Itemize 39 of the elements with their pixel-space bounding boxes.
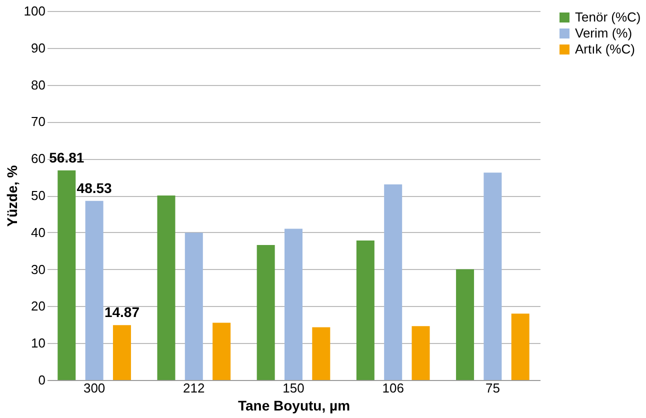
- bar: [157, 196, 176, 380]
- y-tick-label: 100: [24, 4, 46, 18]
- bar: [384, 184, 402, 380]
- bar: [212, 322, 231, 380]
- bar: [511, 314, 530, 380]
- bar: [484, 172, 502, 380]
- y-tick-label: 10: [31, 336, 46, 351]
- bar: [456, 269, 474, 380]
- bar: [284, 228, 302, 380]
- y-tick-label: 50: [31, 188, 46, 203]
- x-axis-title: Tane Boyutu, µm: [238, 398, 350, 414]
- legend-label: Tenör (%C): [575, 10, 641, 24]
- x-tick-label: 150: [282, 380, 304, 396]
- bar: [85, 200, 104, 380]
- x-tick-label: 300: [83, 380, 106, 396]
- x-tick-label: 75: [485, 380, 500, 396]
- y-tick-label: 60: [31, 151, 46, 166]
- bar: [58, 170, 76, 380]
- y-axis-title: Yüzde, %: [4, 164, 20, 227]
- data-label: 56.81: [49, 149, 84, 166]
- y-tick-label: 0: [38, 372, 46, 388]
- y-tick-label: 20: [31, 298, 46, 314]
- x-tick-label: 212: [183, 380, 205, 396]
- y-tick-label: 40: [31, 224, 46, 240]
- bar: [312, 327, 330, 380]
- y-tick-label: 70: [31, 114, 46, 130]
- bar: [412, 326, 430, 380]
- bar: [256, 244, 275, 380]
- bar: [184, 232, 203, 380]
- bar: [112, 325, 131, 380]
- legend-label: Verim (%): [575, 26, 632, 40]
- legend-label: Artık (%C): [575, 42, 635, 56]
- y-tick-label: 80: [31, 77, 46, 92]
- y-tick-label: 30: [31, 262, 46, 277]
- bar: [356, 240, 374, 380]
- data-label: 14.87: [104, 304, 140, 320]
- y-tick-label: 90: [31, 40, 46, 56]
- x-tick-label: 106: [382, 380, 404, 396]
- data-label: 48.53: [76, 180, 112, 196]
